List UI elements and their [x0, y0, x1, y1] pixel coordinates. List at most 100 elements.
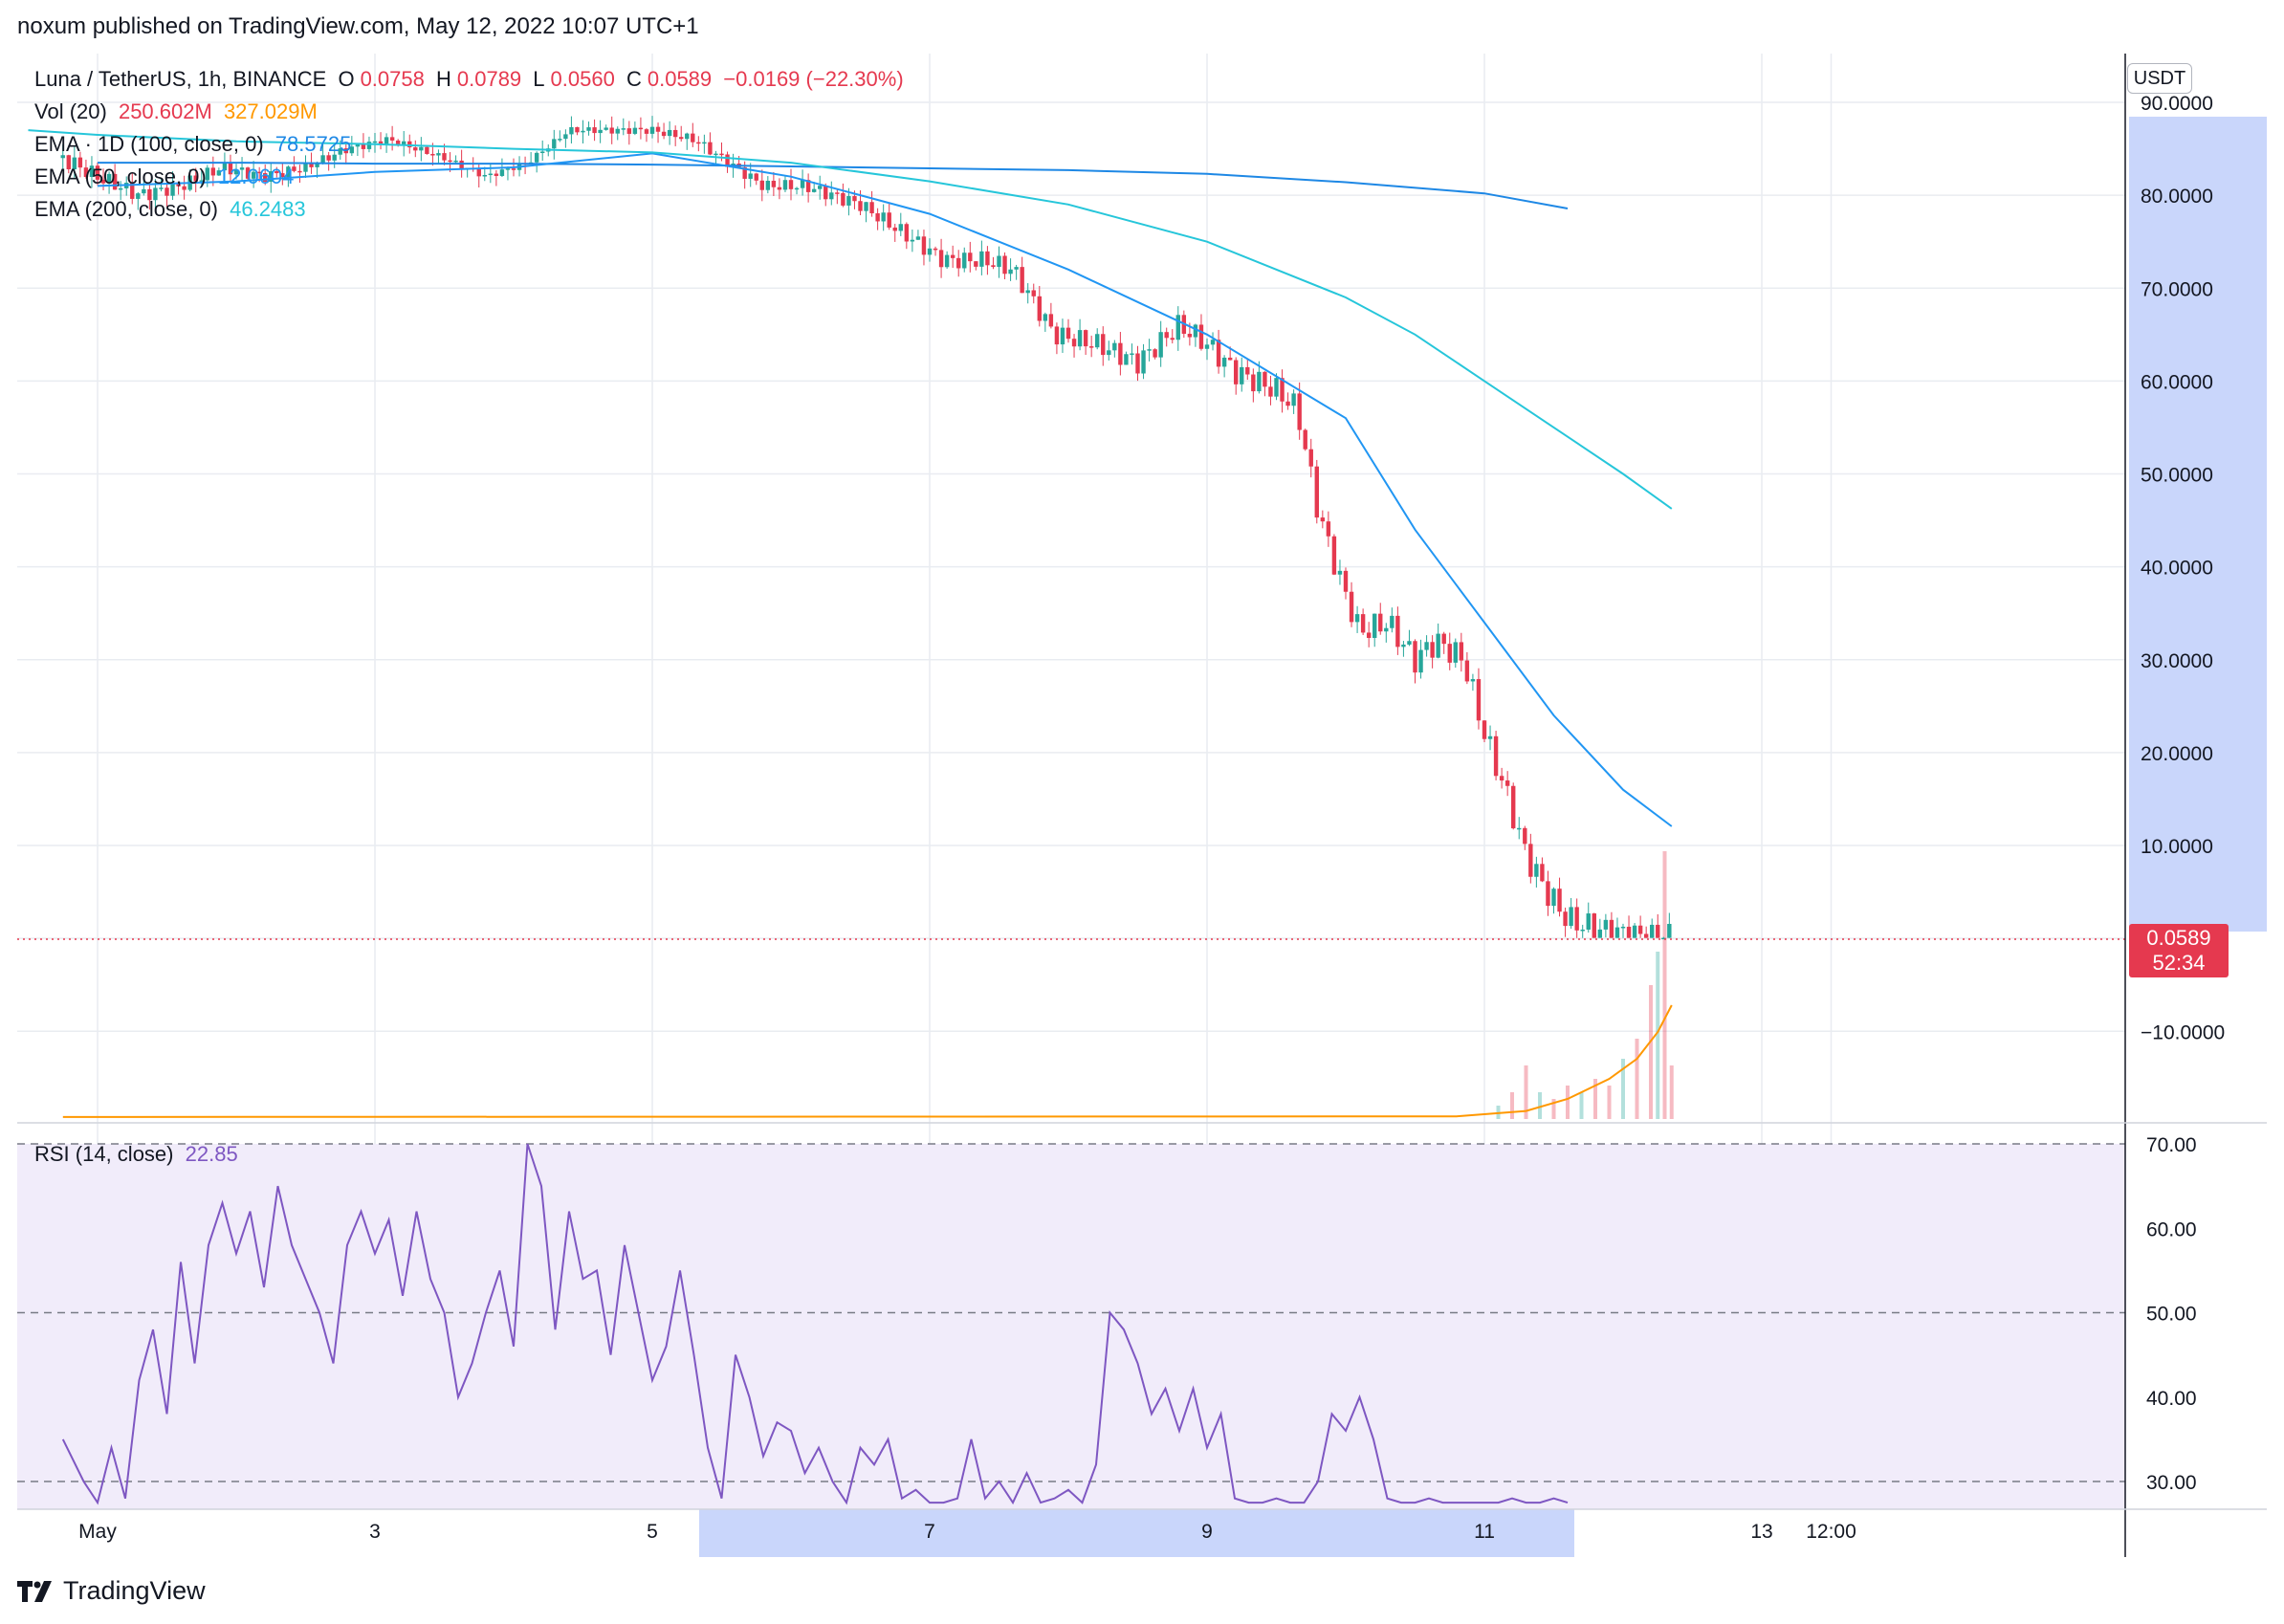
candle-body: [1263, 371, 1267, 387]
candle-body: [1227, 357, 1233, 361]
candle-body: [679, 137, 684, 140]
candle-body: [824, 186, 828, 200]
candle-body: [1447, 644, 1452, 663]
candle-body: [1603, 919, 1609, 930]
ema-1d-line: [98, 162, 1569, 209]
candle-body: [1020, 267, 1024, 294]
candle-body: [407, 141, 412, 148]
candle-body: [927, 248, 933, 255]
candle-body: [991, 265, 996, 268]
candle-body: [552, 139, 557, 149]
candle-body: [1517, 827, 1522, 830]
candle-body: [1303, 429, 1307, 450]
legend-rsi-row[interactable]: RSI (14, close) 22.85: [34, 1142, 244, 1167]
candle-body: [754, 173, 758, 181]
candle-body: [1204, 344, 1210, 349]
candle-body: [1504, 780, 1510, 786]
candle-body: [569, 126, 574, 135]
candle-body: [1251, 374, 1256, 392]
candle-body: [818, 186, 823, 189]
candle-body: [979, 251, 984, 267]
candle-body: [118, 187, 123, 190]
time-axis-highlight: [699, 1509, 1574, 1557]
candle-body: [233, 169, 239, 175]
candle-body: [1384, 627, 1389, 632]
volume-bar: [1656, 952, 1660, 1119]
candle-body: [199, 180, 204, 182]
candle-body: [1592, 913, 1596, 938]
candle-body: [1487, 735, 1493, 739]
candle-body: [1453, 642, 1458, 663]
candle-body: [1614, 927, 1620, 938]
candle-body: [1193, 324, 1198, 338]
price-axis-highlight: [2129, 117, 2267, 932]
candle-body: [1459, 642, 1464, 661]
candle-body: [1360, 614, 1366, 633]
candle-body: [691, 133, 695, 143]
candle-body: [1395, 615, 1400, 647]
candle-body: [1424, 642, 1429, 650]
candle-body: [708, 142, 713, 155]
candle-body: [413, 147, 418, 151]
candle-body: [672, 129, 678, 138]
candle-body: [1366, 632, 1372, 638]
volume-bar: [1607, 1086, 1612, 1119]
candle-body: [448, 160, 452, 163]
candle-body: [275, 171, 279, 174]
candle-body: [1048, 314, 1054, 327]
candle-body: [176, 182, 181, 187]
candle-body: [1632, 925, 1637, 938]
candle-body: [1534, 864, 1539, 877]
candle-body: [805, 180, 811, 192]
legend-ema1d-row[interactable]: EMA · 1D (100, close, 0) 78.5725: [34, 132, 357, 157]
candle-body: [1597, 929, 1603, 938]
candle-body: [609, 127, 614, 134]
legend-volume-row[interactable]: Vol (20) 250.602M 327.029M: [34, 99, 323, 124]
candle-body: [1158, 332, 1163, 358]
tradingview-logo[interactable]: TradingView: [17, 1576, 206, 1606]
candle-body: [782, 180, 788, 190]
legend-ema1d-value: 78.5725: [275, 132, 352, 156]
candles: [60, 116, 1672, 940]
candle-body: [210, 167, 216, 176]
volume-bar: [1662, 851, 1667, 1119]
candle-body: [193, 175, 198, 182]
candle-body: [1314, 466, 1319, 518]
currency-button[interactable]: USDT: [2127, 63, 2192, 94]
candle-body: [1546, 881, 1550, 907]
candle-body: [655, 126, 661, 132]
candle-body: [1008, 269, 1013, 274]
legend-ema200-row[interactable]: EMA (200, close, 0) 46.2483: [34, 197, 312, 222]
candle-body: [985, 251, 990, 266]
candle-body: [1083, 330, 1088, 347]
candle-body: [1257, 371, 1262, 392]
candle-body: [1065, 327, 1071, 340]
candle-body: [1060, 327, 1065, 345]
candle-body: [1054, 326, 1060, 345]
legend-ema50-row[interactable]: EMA (50, close, 0) 12.0604: [34, 165, 299, 189]
candle-body: [1118, 342, 1123, 365]
candle-body: [77, 157, 83, 168]
candle-body: [1493, 735, 1499, 777]
candle-body: [280, 173, 285, 178]
candle-body: [1320, 517, 1326, 522]
candle-body: [696, 142, 701, 144]
volume-ma-line: [62, 1004, 1673, 1118]
rsi-tick-label: 60.00: [2146, 1218, 2197, 1240]
candle-body: [216, 170, 222, 176]
candle-body: [1326, 521, 1331, 537]
volume-bars: [1496, 851, 1674, 1119]
time-tick-label: May: [78, 1521, 117, 1543]
volume-bar: [1593, 1079, 1597, 1119]
candle-body: [956, 257, 961, 269]
time-tick-label: 5: [647, 1521, 658, 1543]
candle-body: [540, 151, 545, 154]
candle-body: [788, 180, 794, 189]
candle-body: [904, 224, 910, 242]
legend-symbol-row[interactable]: Luna / TetherUS, 1h, BINANCE O 0.0758 H 0.…: [34, 67, 910, 92]
candle-body: [944, 254, 950, 268]
time-tick-label: 3: [369, 1521, 381, 1543]
price-tick-label: 80.0000: [2141, 186, 2213, 208]
candle-body: [1354, 614, 1360, 623]
